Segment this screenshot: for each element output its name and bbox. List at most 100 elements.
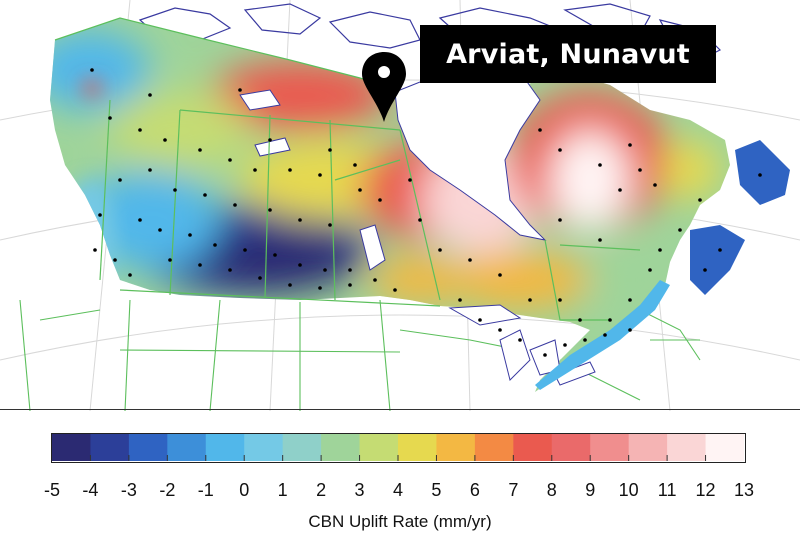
gps-station-dot xyxy=(543,353,547,357)
gps-station-dot xyxy=(678,228,682,232)
gps-stations xyxy=(90,68,762,357)
gps-station-dot xyxy=(578,318,582,322)
colorbar-tick-label: 3 xyxy=(354,480,365,500)
colorbar-segment xyxy=(474,434,514,461)
colorbar-label: CBN Uplift Rate (mm/yr) xyxy=(308,512,492,531)
colorbar-segment xyxy=(244,434,284,461)
gps-station-dot xyxy=(608,318,612,322)
gps-station-dot xyxy=(658,248,662,252)
gps-station-dot xyxy=(628,143,632,147)
gps-station-dot xyxy=(603,333,607,337)
gps-station-dot xyxy=(408,178,412,182)
colorbar-tick-label: -4 xyxy=(82,480,99,500)
colorbar-tick-label: 1 xyxy=(277,480,288,500)
gps-station-dot xyxy=(243,248,247,252)
gps-station-dot xyxy=(98,213,102,217)
colorbar-segment xyxy=(628,434,668,461)
colorbar-segment xyxy=(513,434,553,461)
gps-station-dot xyxy=(168,258,172,262)
maritimes xyxy=(690,225,745,295)
gps-station-dot xyxy=(198,148,202,152)
colorbar-tick-label: 0 xyxy=(239,480,250,500)
gps-station-dot xyxy=(648,268,652,272)
gps-station-dot xyxy=(173,188,177,192)
colorbar-tick-label: 2 xyxy=(316,480,327,500)
colorbar-tick-label: -2 xyxy=(159,480,176,500)
gps-station-dot xyxy=(328,223,332,227)
colorbar-segment xyxy=(128,434,168,461)
gps-station-dot xyxy=(268,138,272,142)
colorbar-segment xyxy=(398,434,438,461)
gps-station-dot xyxy=(188,233,192,237)
colorbar-segment xyxy=(359,434,399,461)
gps-station-dot xyxy=(498,328,502,332)
gps-station-dot xyxy=(318,286,322,290)
gps-station-dot xyxy=(228,158,232,162)
gps-station-dot xyxy=(233,203,237,207)
colorbar-tick-label: -5 xyxy=(43,480,61,500)
gps-station-dot xyxy=(653,183,657,187)
colorbar-tick-label: 4 xyxy=(392,480,404,500)
colorbar-tick-label: 7 xyxy=(508,480,519,500)
great-lakes xyxy=(239,89,596,386)
gps-station-dot xyxy=(298,218,302,222)
gps-station-dot xyxy=(558,218,562,222)
gps-station-dot xyxy=(288,283,292,287)
gps-station-dot xyxy=(438,248,442,252)
location-label: Arviat, Nunavut xyxy=(420,25,716,83)
gps-station-dot xyxy=(163,138,167,142)
gps-station-dot xyxy=(373,278,377,282)
colorbar-segment xyxy=(551,434,591,461)
gps-station-dot xyxy=(518,338,522,342)
gps-station-dot xyxy=(118,178,122,182)
gps-station-dot xyxy=(528,298,532,302)
gps-station-dot xyxy=(318,173,322,177)
gps-station-dot xyxy=(148,93,152,97)
gps-station-dot xyxy=(458,298,462,302)
gps-station-dot xyxy=(468,258,472,262)
map-pin-icon xyxy=(362,52,406,122)
colorbar-tick-label: -1 xyxy=(197,480,214,500)
gps-station-dot xyxy=(203,193,207,197)
gps-station-dot xyxy=(323,268,327,272)
colorbar-ticks: -5 -4 -3 -2 -1 0 1 2 3 4 5 6 7 8 9 10 11 12 13 xyxy=(0,480,800,504)
gps-station-dot xyxy=(353,163,357,167)
gps-station-dot xyxy=(348,283,352,287)
gps-station-dot xyxy=(628,298,632,302)
gps-station-dot xyxy=(478,318,482,322)
gps-station-dot xyxy=(703,268,707,272)
colorbar-gradient xyxy=(52,434,744,461)
colorbar-tick-label: 13 xyxy=(733,480,755,500)
colorbar-tick-label: 6 xyxy=(469,480,480,500)
gps-station-dot xyxy=(258,276,262,280)
gps-station-dot xyxy=(718,248,722,252)
colorbar-segment xyxy=(282,434,322,461)
gps-station-dot xyxy=(393,288,397,292)
gps-station-dot xyxy=(268,208,272,212)
colorbar-tick-label: 10 xyxy=(618,480,639,500)
st-lawrence xyxy=(535,280,670,390)
colorbar-segment xyxy=(90,434,130,461)
colorbar-tick-label: 9 xyxy=(585,480,596,500)
colorbar-segment xyxy=(590,434,630,461)
colorbar-tick-label: 5 xyxy=(431,480,442,500)
divider xyxy=(0,409,800,410)
gps-station-dot xyxy=(288,168,292,172)
colorbar-segment xyxy=(167,434,207,461)
gps-station-dot xyxy=(598,238,602,242)
colorbar xyxy=(51,433,746,463)
gps-station-dot xyxy=(638,168,642,172)
gps-station-dot xyxy=(93,248,97,252)
gps-station-dot xyxy=(298,263,302,267)
gps-station-dot xyxy=(138,218,142,222)
colorbar-segment xyxy=(52,434,92,461)
colorbar-segment xyxy=(321,434,361,461)
gps-station-dot xyxy=(213,243,217,247)
gps-station-dot xyxy=(198,263,202,267)
gps-station-dot xyxy=(228,268,232,272)
gps-station-dot xyxy=(253,168,257,172)
colorbar-segment xyxy=(667,434,707,461)
gps-station-dot xyxy=(138,128,142,132)
gps-station-dot xyxy=(90,68,94,72)
gps-station-dot xyxy=(378,198,382,202)
